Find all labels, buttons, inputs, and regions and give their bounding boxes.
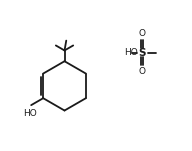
Text: HO: HO xyxy=(23,109,36,118)
Text: O: O xyxy=(139,67,146,76)
Text: S: S xyxy=(139,48,146,58)
Text: HO: HO xyxy=(124,48,137,57)
Text: O: O xyxy=(139,29,146,38)
